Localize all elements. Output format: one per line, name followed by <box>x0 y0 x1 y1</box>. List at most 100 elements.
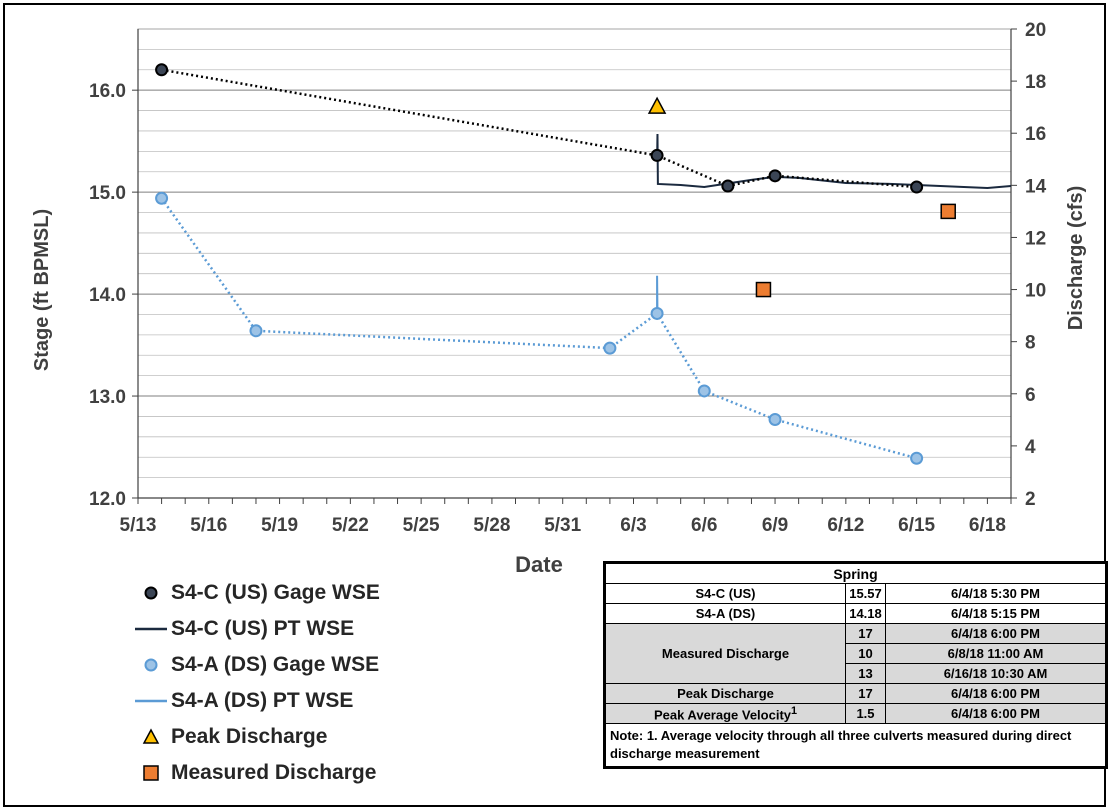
legend-label: S4-A (DS) Gage WSE <box>171 653 380 676</box>
y-tick-label: 15.0 <box>89 183 126 204</box>
y2-tick-label: 16 <box>1025 124 1046 145</box>
y-axis-label: Stage (ft BPMSL) <box>31 209 53 371</box>
x-tick-label: 6/3 <box>620 515 646 536</box>
x-tick-label: 5/13 <box>120 515 157 536</box>
ds-gage-point <box>155 191 169 205</box>
table-cell: 6/4/18 6:00 PM <box>885 703 1106 724</box>
x-tick-label: 5/28 <box>473 515 510 536</box>
x-tick-label: 5/25 <box>403 515 440 536</box>
chart-frame <box>3 3 1106 807</box>
y2-tick-label: 4 <box>1025 437 1036 458</box>
table-cell: 14.18 <box>845 603 886 624</box>
chart-legend: S4-C (US) Gage WSE S4-C (US) PT WSE S4-A… <box>135 575 495 791</box>
legend-label: Peak Discharge <box>171 725 328 748</box>
table-cell: 15.57 <box>845 583 886 604</box>
ds-gage-point <box>650 306 664 320</box>
x-tick-label: 5/31 <box>544 515 581 536</box>
x-tick-label: 5/19 <box>261 515 298 536</box>
legend-label: S4-A (DS) PT WSE <box>171 689 354 712</box>
legend-item-us-pt: S4-C (US) PT WSE <box>135 611 495 647</box>
table-cell: 6/16/18 10:30 AM <box>885 663 1106 684</box>
legend-item-ds-pt: S4-A (DS) PT WSE <box>135 683 495 719</box>
us-gage-point <box>650 148 664 162</box>
triangle-marker-icon <box>142 728 160 744</box>
x-tick-label: 6/6 <box>691 515 717 536</box>
ds-gage-point <box>910 451 924 465</box>
table-cell: Peak Average Velocity1 <box>605 703 846 724</box>
us-gage-point <box>910 180 924 194</box>
table-cell: 6/4/18 6:00 PM <box>885 623 1106 644</box>
table-cell: 6/4/18 5:30 PM <box>885 583 1106 604</box>
peak-discharge-point <box>647 96 667 114</box>
x-tick-label: 5/16 <box>190 515 227 536</box>
y-tick-label: 12.0 <box>89 489 126 510</box>
circle-marker-icon <box>144 586 158 600</box>
plot-area <box>137 28 1012 499</box>
y2-tick-label: 10 <box>1025 281 1046 302</box>
table-note: Note: 1. Average velocity through all th… <box>605 723 1106 767</box>
us-gage-point <box>155 63 169 77</box>
measured-discharge-point <box>940 203 956 220</box>
series-layer <box>155 63 1012 465</box>
circle-marker-icon <box>144 658 158 672</box>
us-gage-line <box>161 68 917 189</box>
ds-gage-point <box>697 384 711 398</box>
x-tick-label: 6/15 <box>898 515 935 536</box>
y2-tick-label: 8 <box>1025 333 1036 354</box>
y2-tick-label: 20 <box>1025 20 1046 41</box>
y2-tick-label: 14 <box>1025 176 1047 197</box>
table-cell: Measured Discharge <box>605 623 846 684</box>
x-tick-label: 5/22 <box>332 515 369 536</box>
legend-item-measured: Measured Discharge <box>135 755 495 791</box>
table-row: Peak Average Velocity1 1.5 6/4/18 6:00 P… <box>605 703 1106 724</box>
us-gage-point <box>721 179 735 193</box>
ds-gage-point <box>768 412 782 426</box>
legend-label: S4-C (US) PT WSE <box>171 617 355 640</box>
table-cell: S4-C (US) <box>605 583 846 604</box>
y2-tick-label: 12 <box>1025 228 1046 249</box>
table-cell: 6/4/18 5:15 PM <box>885 603 1106 624</box>
table-cell: 13 <box>845 663 886 684</box>
table-cell: 10 <box>845 643 886 664</box>
legend-item-ds-gage: S4-A (DS) Gage WSE <box>135 647 495 683</box>
y2-tick-label: 6 <box>1025 385 1036 406</box>
table-row: 13 6/16/18 10:30 AM <box>606 663 1106 684</box>
y-tick-label: 14.0 <box>89 285 126 306</box>
grid-lines <box>138 28 1011 499</box>
summary-table: Spring S4-C (US) 15.57 6/4/18 5:30 PM S4… <box>603 561 1108 769</box>
table-cell: 17 <box>845 623 886 644</box>
table-row: Peak Discharge 17 6/4/18 6:00 PM <box>605 683 1106 704</box>
legend-label: Measured Discharge <box>171 761 377 784</box>
y2-tick-label: 18 <box>1025 72 1046 93</box>
measured-discharge-point <box>755 281 772 298</box>
legend-item-us-gage: S4-C (US) Gage WSE <box>135 575 495 611</box>
line-marker-icon <box>135 627 167 631</box>
table-cell: 17 <box>845 683 886 704</box>
table-row: S4-A (DS) 14.18 6/4/18 5:15 PM <box>605 603 1106 624</box>
y2-axis-label: Discharge (cfs) <box>1065 186 1087 331</box>
tick-labels: 5/13 5/16 5/19 5/22 5/25 5/28 5/31 6/3 6/6 6/9 6/1… <box>89 20 1047 536</box>
axes <box>132 28 1017 504</box>
ds-gage-point <box>603 341 617 355</box>
table-row: S4-C (US) 15.57 6/4/18 5:30 PM <box>605 583 1106 604</box>
table-cell: Peak Discharge <box>605 683 846 704</box>
table-cell: 6/4/18 6:00 PM <box>885 683 1106 704</box>
table-title: Spring <box>605 563 1106 584</box>
us-gage-point <box>768 169 782 183</box>
us-pt-line <box>656 134 1012 190</box>
x-tick-label: 6/12 <box>827 515 864 536</box>
ds-gage-point <box>249 324 263 338</box>
x-tick-label: 6/18 <box>969 515 1006 536</box>
legend-item-peak: Peak Discharge <box>135 719 495 755</box>
table-row: 10 6/8/18 11:00 AM <box>606 643 1106 664</box>
y2-tick-label: 2 <box>1025 489 1036 510</box>
footnote-marker: 1 <box>791 704 798 717</box>
table-cell: 6/8/18 11:00 AM <box>885 643 1106 664</box>
y-tick-label: 13.0 <box>89 387 126 408</box>
ds-gage-line <box>160 197 917 460</box>
square-marker-icon <box>143 765 159 781</box>
legend-label: S4-C (US) Gage WSE <box>171 581 380 604</box>
table-cell: S4-A (DS) <box>605 603 846 624</box>
velocity-label: Peak Average Velocity <box>653 707 792 723</box>
